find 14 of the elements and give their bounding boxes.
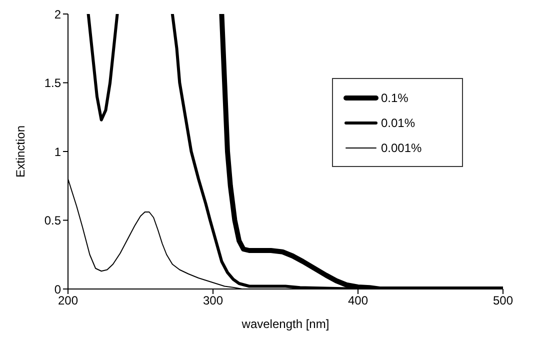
x-tick-label: 500 [492,294,514,308]
x-tick-label: 200 [58,294,78,308]
x-axis-title: wavelength [nm] [240,317,330,331]
y-axis-title: Extinction [13,125,28,178]
legend-label: 0.1% [381,90,410,104]
x-tick-label: 400 [348,294,368,308]
y-tick-label: 1 [54,144,62,159]
y-tick-label: 0 [54,282,62,296]
legend-label: 0.01% [381,116,416,130]
x-tick-label: 300 [202,294,224,308]
y-tick-label: 2 [54,7,62,22]
y-tick-label: 1.5 [44,76,62,90]
legend-label: 0.001% [381,140,423,154]
y-tick-label: 0.5 [44,214,62,228]
